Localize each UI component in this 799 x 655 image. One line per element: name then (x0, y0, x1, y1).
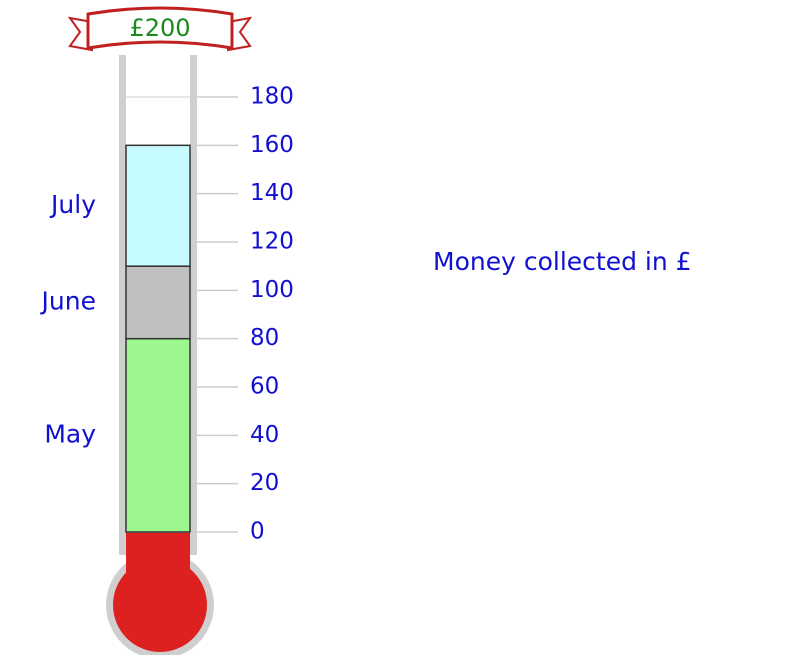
series-label: May (44, 419, 96, 448)
series-label: June (40, 286, 96, 315)
y-tick-label: 80 (250, 325, 279, 351)
y-tick-label: 0 (250, 519, 265, 545)
y-tick-label: 120 (250, 229, 294, 255)
bar-segment (125, 337, 191, 533)
series-label: July (49, 190, 96, 219)
marks (125, 96, 191, 533)
bar-segment (125, 265, 191, 340)
bulb (113, 558, 207, 652)
bar-segment (125, 144, 191, 267)
y-tick-label: 40 (250, 422, 279, 448)
y-tick-label: 60 (250, 374, 279, 400)
y-tick-label: 100 (250, 277, 294, 303)
y-tick-label: 20 (250, 470, 279, 496)
y-tick-label: 140 (250, 180, 294, 206)
banner (86, 6, 234, 50)
y-tick-label: 160 (250, 132, 294, 158)
y-tick-label: 180 (250, 84, 294, 110)
chart-title: Money collected in £ (433, 247, 692, 276)
goal-label: £200 (129, 14, 190, 42)
